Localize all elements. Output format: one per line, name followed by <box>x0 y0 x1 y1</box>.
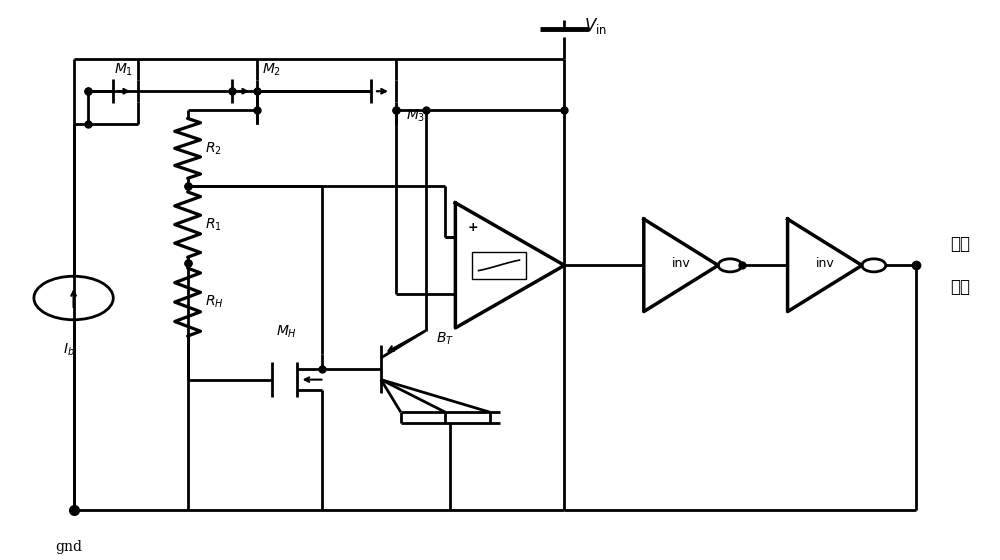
Text: inv: inv <box>672 256 690 270</box>
Text: $I_b$: $I_b$ <box>63 342 75 358</box>
Text: $M_2$: $M_2$ <box>262 61 281 78</box>
Text: $M_3$: $M_3$ <box>406 108 425 124</box>
Text: $M_1$: $M_1$ <box>114 61 133 78</box>
Text: $R_2$: $R_2$ <box>205 140 222 157</box>
Text: $V_{\mathrm{in}}$: $V_{\mathrm{in}}$ <box>584 16 607 36</box>
Text: 信号: 信号 <box>950 278 970 296</box>
Text: 过温: 过温 <box>950 235 970 253</box>
Text: $B_T$: $B_T$ <box>436 330 454 347</box>
Text: $M_H$: $M_H$ <box>276 324 297 340</box>
Text: $R_H$: $R_H$ <box>205 294 224 310</box>
Text: $R_1$: $R_1$ <box>205 216 222 233</box>
Bar <box>472 252 526 279</box>
Text: gnd: gnd <box>55 540 82 554</box>
Text: inv: inv <box>815 256 834 270</box>
Text: +: + <box>467 221 478 235</box>
